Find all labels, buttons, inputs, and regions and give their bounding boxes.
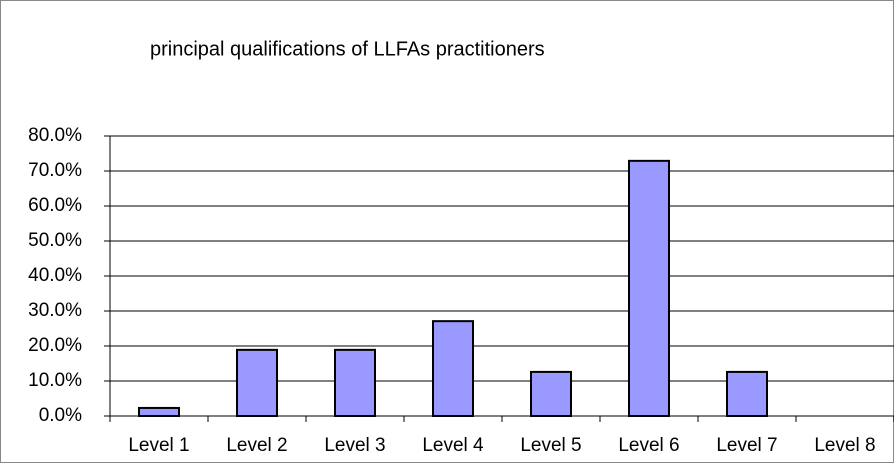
x-tick-label: Level 4 bbox=[422, 435, 484, 456]
x-tick-label: Level 5 bbox=[520, 435, 581, 456]
x-tick-label: Level 8 bbox=[814, 435, 875, 456]
bar bbox=[138, 406, 180, 418]
bar bbox=[530, 370, 572, 417]
y-tick-label: 80.0% bbox=[28, 125, 82, 146]
x-tick-label: Level 2 bbox=[226, 435, 287, 456]
y-tick-label: 50.0% bbox=[28, 230, 82, 251]
y-tick-label: 20.0% bbox=[28, 335, 82, 356]
bar bbox=[726, 370, 768, 417]
x-tick-label: Level 6 bbox=[618, 435, 679, 456]
bar bbox=[432, 320, 474, 417]
x-tick-label: Level 1 bbox=[128, 435, 189, 456]
bar bbox=[236, 348, 278, 418]
bar bbox=[334, 348, 376, 418]
bar bbox=[628, 159, 670, 417]
y-tick-label: 70.0% bbox=[28, 160, 82, 181]
y-tick-label: 0.0% bbox=[39, 405, 82, 426]
y-tick-label: 30.0% bbox=[28, 300, 82, 321]
x-tick-label: Level 7 bbox=[716, 435, 777, 456]
y-tick-label: 40.0% bbox=[28, 265, 82, 286]
y-tick-label: 10.0% bbox=[28, 370, 82, 391]
y-tick-label: 60.0% bbox=[28, 195, 82, 216]
x-tick-label: Level 3 bbox=[324, 435, 385, 456]
chart-title: principal qualifications of LLFAs practi… bbox=[150, 38, 545, 60]
